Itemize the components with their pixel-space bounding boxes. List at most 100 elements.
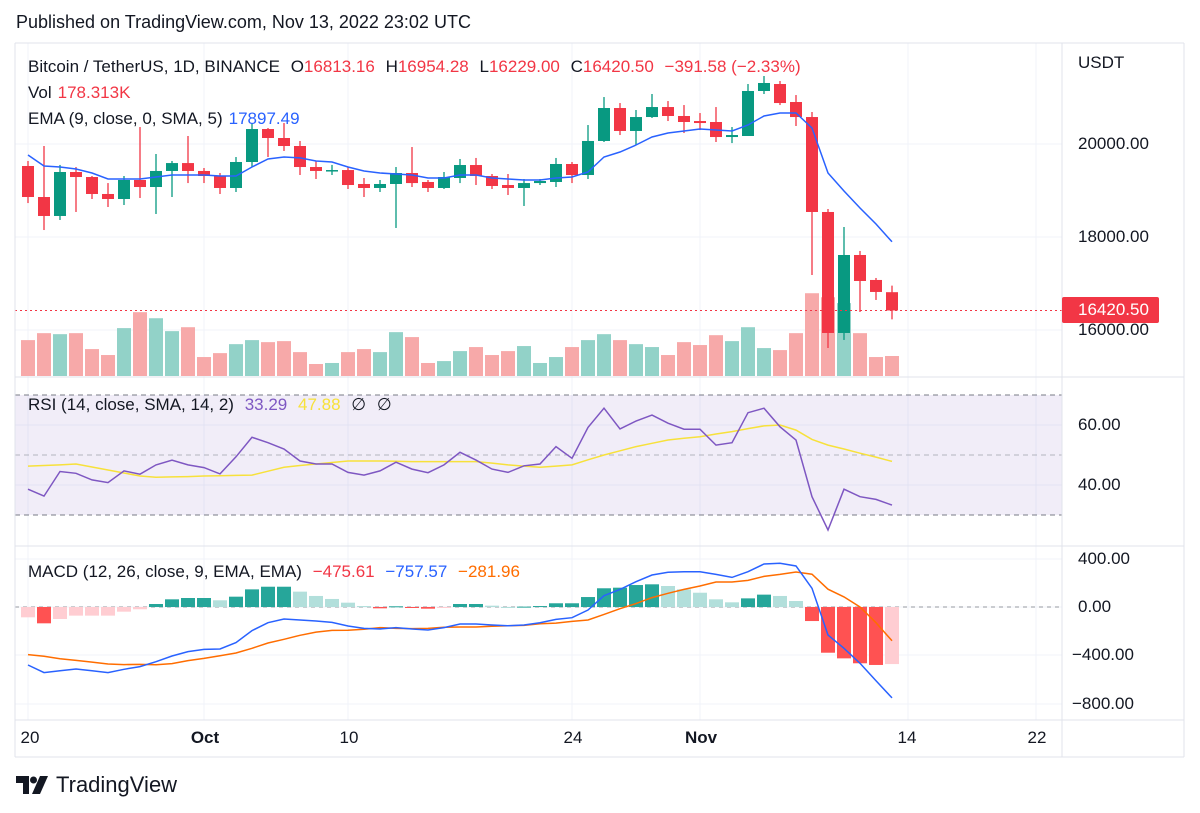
candle-body — [406, 173, 418, 184]
rsi-tick: 40.00 — [1078, 475, 1121, 494]
histogram-bar — [613, 587, 627, 607]
candle-body — [582, 140, 594, 176]
change-value: −391.58 (−2.33%) — [664, 57, 801, 76]
candle-body — [38, 197, 50, 216]
volume-bar — [309, 363, 323, 376]
volume-bar — [453, 351, 467, 376]
volume-bar — [597, 334, 611, 376]
main-legend: Bitcoin / TetherUS, 1D, BINANCE O16813.1… — [28, 57, 807, 77]
volume-bar — [869, 357, 883, 376]
candle-body — [790, 102, 802, 118]
macd-signal-line — [27, 571, 893, 666]
low-label: L — [479, 57, 489, 76]
volume-bar — [565, 347, 579, 376]
volume-bar — [677, 342, 691, 376]
histogram-bar — [725, 602, 739, 607]
histogram-bar — [565, 603, 579, 607]
time-tick: 20 — [20, 728, 40, 747]
histogram-bar — [693, 592, 707, 607]
histogram-bar — [85, 607, 99, 616]
volume-bar — [197, 357, 211, 376]
ema-value: 17897.49 — [228, 109, 300, 128]
high-label: H — [385, 57, 398, 76]
macd-tick: −400.00 — [1072, 645, 1134, 664]
pane-borders — [14, 42, 1185, 758]
volume-bar — [133, 312, 147, 376]
macd-tick: 0.00 — [1078, 597, 1112, 616]
candle-body — [182, 163, 194, 171]
volume-bar — [533, 362, 547, 376]
symbol-title[interactable]: Bitcoin / TetherUS, 1D, BINANCE — [28, 57, 280, 76]
candle-body — [262, 129, 274, 139]
histogram-bar — [533, 606, 547, 608]
volume-bar — [613, 340, 627, 376]
rsi-sma-line — [27, 424, 893, 478]
ema-line — [27, 112, 893, 243]
histogram-bar — [213, 600, 227, 607]
volume-bar — [789, 333, 803, 376]
brand-name: TradingView — [56, 772, 178, 797]
rsi-value: 33.29 — [244, 395, 288, 414]
macd-legend[interactable]: MACD (12, 26, close, 9, EMA, EMA) −475.6… — [28, 562, 526, 582]
histogram-bar — [277, 586, 291, 607]
histogram-bar — [133, 607, 147, 610]
candle-body — [198, 170, 210, 176]
candle-body — [86, 177, 98, 194]
histogram-bar — [597, 588, 611, 607]
time-tick: Nov — [684, 728, 718, 747]
volume-bar — [53, 334, 67, 376]
candle-body — [518, 183, 530, 188]
low-value: 16229.00 — [488, 57, 560, 76]
volume-bar — [101, 355, 115, 376]
candle-body — [246, 129, 258, 162]
histogram-bar — [229, 596, 243, 607]
rsi-legend[interactable]: RSI (14, close, SMA, 14, 2) 33.29 47.88 … — [28, 395, 398, 415]
histogram-bar — [373, 607, 387, 609]
candle-body — [566, 163, 578, 176]
histogram-bar — [805, 607, 819, 622]
currency-label[interactable]: USDT — [1078, 53, 1125, 72]
volume-bar — [805, 293, 819, 376]
candle-body — [822, 211, 834, 333]
volume-bar — [773, 350, 787, 376]
histogram-bar — [261, 586, 275, 607]
histogram-bar — [501, 607, 515, 608]
time-tick: Oct — [190, 728, 220, 747]
high-value: 16954.28 — [397, 57, 469, 76]
candlesticks[interactable] — [22, 76, 898, 348]
volume-bar — [709, 335, 723, 376]
candle-body — [134, 179, 146, 188]
volume-bar — [117, 328, 131, 376]
volume-legend[interactable]: Vol 178.313K — [28, 83, 136, 103]
candle-body — [742, 90, 754, 137]
last-price-tag: 16420.50 — [1062, 297, 1159, 323]
volume-bar — [405, 337, 419, 376]
candle-body — [486, 175, 498, 186]
volume-bar — [341, 352, 355, 376]
published-note: Published on TradingView.com, Nov 13, 20… — [16, 12, 471, 32]
candle-body — [438, 177, 450, 188]
histogram-bar — [437, 607, 451, 608]
candle-body — [758, 82, 770, 91]
histogram-bar — [453, 604, 467, 607]
ema-legend[interactable]: EMA (9, close, 0, SMA, 5) 17897.49 — [28, 109, 306, 129]
volume-bar — [885, 356, 899, 376]
tradingview-logo[interactable]: TradingView — [16, 772, 177, 798]
candle-body — [614, 108, 626, 131]
ema-label: EMA (9, close, 0, SMA, 5) — [28, 109, 223, 128]
candle-body — [678, 116, 690, 123]
volume-bar — [485, 355, 499, 376]
histogram-bar — [517, 606, 531, 608]
open-label: O — [290, 57, 304, 76]
volume-bar — [389, 332, 403, 376]
candle-body — [358, 183, 370, 188]
histogram-bar — [469, 604, 483, 607]
volume-bar — [725, 341, 739, 376]
candle-body — [214, 175, 226, 188]
volume-bar — [85, 349, 99, 376]
rsi-na-2: ∅ — [376, 395, 392, 414]
candle-body — [502, 185, 514, 188]
candle-body — [534, 181, 546, 184]
histogram-bar — [885, 607, 899, 665]
